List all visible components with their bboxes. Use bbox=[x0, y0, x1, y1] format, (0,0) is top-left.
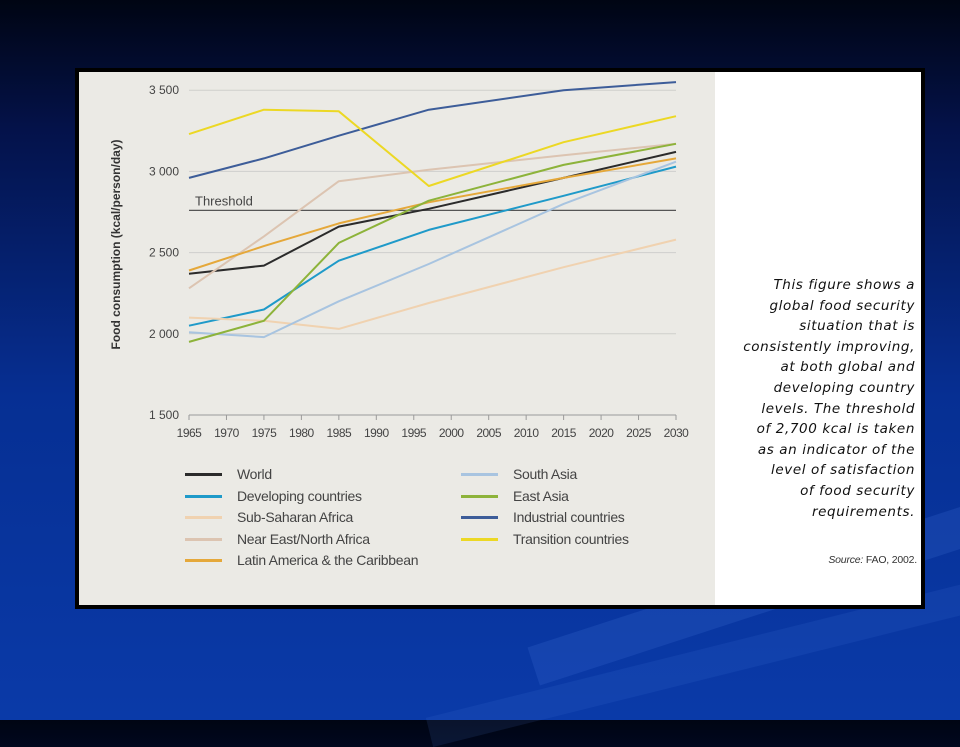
legend-swatch bbox=[461, 537, 498, 541]
legend-label: Latin America & the Caribbean bbox=[237, 552, 419, 568]
legend-label: South Asia bbox=[513, 466, 577, 482]
series-line bbox=[188, 238, 677, 330]
x-tick-label: 2030 bbox=[664, 426, 690, 440]
x-tick-label: 2010 bbox=[514, 426, 540, 440]
series-line bbox=[188, 142, 677, 290]
y-axis-label: Food consumption (kcal/person/day) bbox=[109, 139, 123, 349]
legend-label: Developing countries bbox=[237, 487, 362, 504]
y-tick-label: 1 500 bbox=[149, 408, 179, 422]
legend-label: Transition countries bbox=[513, 530, 629, 547]
x-tick-label: 1975 bbox=[252, 426, 278, 440]
legend-swatch bbox=[185, 494, 222, 498]
legend-swatch bbox=[461, 494, 498, 498]
legend-label: East Asia bbox=[513, 487, 569, 504]
figure-caption: This figure shows a global food security… bbox=[743, 277, 915, 520]
legend-swatch bbox=[185, 473, 222, 476]
caption-pane: This figure shows a global food security… bbox=[715, 72, 921, 605]
x-tick-label: 2020 bbox=[589, 426, 615, 440]
series-line bbox=[188, 150, 677, 275]
legend-swatch bbox=[185, 537, 222, 541]
legend-label: World bbox=[237, 466, 272, 482]
x-tick-label: 2005 bbox=[476, 426, 502, 440]
y-tick-label: 2 500 bbox=[149, 246, 179, 260]
legend-label: Sub-Saharan Africa bbox=[237, 509, 354, 525]
x-tick-label: 1995 bbox=[401, 426, 427, 440]
legend-swatch bbox=[185, 559, 222, 562]
series-line bbox=[188, 160, 677, 339]
legend-label: Near East/North Africa bbox=[237, 530, 370, 547]
x-tick-label: 1980 bbox=[289, 426, 315, 440]
line-chart: 1 500 2 000 2 500 3 000 3 500 1965 1970 1975 198… bbox=[109, 81, 690, 440]
series-line bbox=[188, 108, 677, 187]
x-tick-label: 2025 bbox=[626, 426, 652, 440]
x-tick-label: 1985 bbox=[326, 426, 352, 440]
source-label: Source: bbox=[828, 554, 864, 566]
series-line bbox=[188, 165, 677, 327]
chart-panel: 1 500 2 000 2 500 3 000 3 500 1965 1970 1975 198… bbox=[79, 72, 921, 605]
series-line bbox=[188, 142, 677, 343]
threshold-label: Threshold bbox=[195, 193, 253, 208]
x-tick-label: 2015 bbox=[551, 426, 577, 440]
legend-swatch bbox=[461, 516, 498, 519]
series-line bbox=[188, 81, 677, 179]
figure-frame: 1 500 2 000 2 500 3 000 3 500 1965 1970 1975 198… bbox=[75, 68, 925, 609]
x-tick-label: 1990 bbox=[364, 426, 390, 440]
x-tick-label: 1965 bbox=[177, 426, 203, 440]
y-tick-label: 3 500 bbox=[149, 83, 179, 97]
legend-swatch bbox=[185, 516, 222, 519]
legend-label: Industrial countries bbox=[513, 509, 625, 525]
x-tick-label: 2000 bbox=[439, 426, 465, 440]
figure-source: Source: FAO, 2002. bbox=[828, 554, 917, 566]
x-tick-label: 1970 bbox=[214, 426, 240, 440]
legend-swatch bbox=[461, 473, 498, 476]
series-line bbox=[188, 157, 677, 272]
source-text: FAO, 2002. bbox=[865, 554, 917, 566]
y-tick-label: 3 000 bbox=[149, 164, 179, 178]
y-tick-label: 2 000 bbox=[149, 327, 179, 341]
